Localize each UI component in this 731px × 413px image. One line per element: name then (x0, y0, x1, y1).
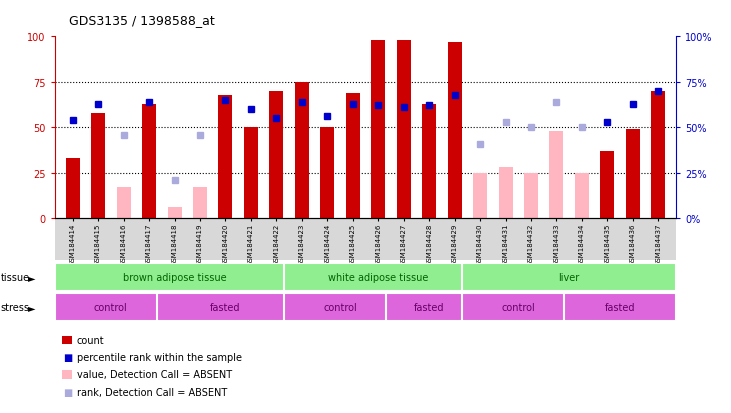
Text: stress: stress (1, 302, 30, 312)
Text: GDS3135 / 1398588_at: GDS3135 / 1398588_at (69, 14, 215, 27)
Text: ►: ► (28, 302, 35, 312)
Text: control: control (94, 302, 128, 312)
Text: liver: liver (558, 272, 580, 282)
Bar (524, 173, 538, 219)
Bar (167, 208, 181, 219)
Bar (219, 95, 232, 219)
Bar (462, 263, 676, 291)
Bar (295, 83, 308, 219)
Bar (371, 41, 385, 219)
Text: control: control (323, 302, 357, 312)
Bar (55, 263, 294, 291)
Bar (386, 293, 472, 321)
Text: tissue: tissue (1, 272, 30, 282)
Text: ►: ► (28, 272, 35, 282)
Bar (116, 188, 131, 219)
Bar (499, 168, 512, 219)
Bar (473, 173, 487, 219)
Bar (462, 293, 575, 321)
Bar (320, 128, 334, 219)
Text: ■: ■ (63, 352, 72, 362)
Bar (156, 293, 294, 321)
Bar (269, 92, 284, 219)
Text: fasted: fasted (414, 302, 444, 312)
Bar (626, 130, 640, 219)
Bar (91, 114, 105, 219)
Bar (423, 104, 436, 219)
Text: brown adipose tissue: brown adipose tissue (123, 272, 227, 282)
Bar (244, 128, 258, 219)
Text: white adipose tissue: white adipose tissue (328, 272, 428, 282)
Bar (66, 159, 80, 219)
Bar (284, 263, 472, 291)
Text: percentile rank within the sample: percentile rank within the sample (77, 352, 242, 362)
Text: count: count (77, 335, 105, 345)
Text: ■: ■ (63, 387, 72, 397)
Text: value, Detection Call = ABSENT: value, Detection Call = ABSENT (77, 370, 232, 380)
Bar (600, 152, 615, 219)
Bar (550, 132, 564, 219)
Bar (55, 293, 167, 321)
Text: fasted: fasted (211, 302, 240, 312)
Text: rank, Detection Call = ABSENT: rank, Detection Call = ABSENT (77, 387, 227, 397)
Bar (575, 173, 589, 219)
Bar (564, 293, 676, 321)
Bar (284, 293, 396, 321)
Bar (346, 93, 360, 219)
Text: fasted: fasted (605, 302, 635, 312)
Bar (193, 188, 207, 219)
Text: control: control (501, 302, 535, 312)
Bar (651, 92, 665, 219)
Bar (447, 43, 462, 219)
Bar (142, 104, 156, 219)
Bar (397, 41, 411, 219)
